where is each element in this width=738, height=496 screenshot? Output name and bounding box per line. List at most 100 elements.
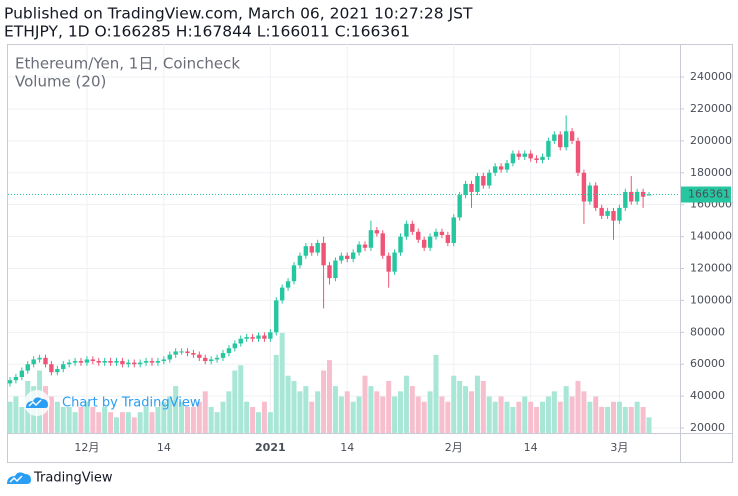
published-line: Published on TradingView.com, March 06, … [4, 5, 473, 23]
volume-bar [409, 386, 415, 433]
chart-title: Ethereum/Yen, 1日, Coincheck [15, 55, 240, 73]
watermark-line [28, 399, 42, 407]
candle-body [487, 172, 492, 186]
volume-bar [96, 412, 102, 433]
volume-bar [338, 396, 344, 433]
volume-bar [646, 417, 652, 433]
candle-body [463, 183, 468, 196]
candle-body [250, 337, 255, 339]
volume-bar [516, 401, 522, 433]
volume-bar [214, 412, 220, 433]
candle-body [540, 156, 545, 160]
volume-bar [557, 401, 563, 433]
x-tick-label: 12月 [74, 441, 99, 454]
volume-bar [569, 396, 575, 433]
candle-body [126, 362, 131, 365]
candle-body [599, 207, 604, 216]
volume-bar [13, 396, 19, 433]
candle-body [398, 236, 403, 253]
volume-bar [374, 391, 380, 433]
candle-layer [7, 115, 652, 387]
candle-body [262, 335, 267, 339]
volume-bar [238, 365, 244, 433]
volume-bar [528, 401, 534, 433]
volume-bar [297, 391, 303, 433]
y-tick-label: 20000 [690, 421, 725, 434]
candle-body [315, 242, 320, 253]
candle-body [244, 337, 249, 339]
y-tick-label: 120000 [690, 261, 732, 274]
candle-body [226, 348, 232, 354]
volume-bar [309, 401, 315, 433]
watermark-cloud [26, 397, 48, 408]
candle-body [279, 287, 285, 301]
volume-bar [48, 396, 54, 433]
candle-body [451, 217, 456, 243]
candle-body [55, 369, 60, 373]
candle-body [392, 252, 397, 272]
candle-body [528, 153, 533, 159]
volume-bar [492, 401, 498, 433]
volume-bar [332, 386, 338, 433]
volume-bar [380, 396, 386, 433]
candle-body [587, 185, 593, 202]
volume-bar [273, 354, 279, 433]
volume-bar [605, 406, 611, 433]
candle-body [558, 134, 563, 148]
volume-bar [173, 386, 179, 433]
candle-body [457, 195, 462, 218]
y-tick-label: 140000 [690, 230, 732, 243]
logo-line [9, 475, 23, 483]
volume-bar [19, 406, 25, 433]
volume-bar [78, 406, 84, 433]
volume-bar [362, 375, 368, 433]
volume-bar [119, 412, 125, 433]
candle-body [546, 140, 551, 157]
volume-bar [575, 380, 581, 433]
candle-body [333, 260, 338, 279]
volume-bar [108, 412, 114, 433]
volume-bar [155, 406, 161, 433]
candle-body [309, 246, 314, 253]
candle-body [469, 183, 474, 192]
volume-bar [167, 396, 173, 433]
candle-body [386, 255, 391, 272]
volume-bar [427, 391, 433, 433]
candle-body [96, 361, 101, 363]
volume-bar [445, 401, 451, 433]
volume-bar [226, 391, 232, 433]
volume-bar [581, 391, 587, 433]
volume-bar [72, 412, 78, 433]
volume-layer [7, 333, 652, 433]
candle-body [433, 231, 439, 237]
candle-body [25, 364, 30, 371]
candle-body [552, 134, 557, 141]
x-tick-label: 2021 [255, 441, 286, 454]
candle-body [339, 255, 344, 261]
candle-body [102, 361, 107, 363]
y-tick-label: 100000 [690, 293, 732, 306]
candle-body [321, 242, 326, 266]
volume-bar [114, 417, 119, 433]
volume-bar [285, 375, 291, 433]
candle-body [374, 230, 380, 234]
candle-body [191, 353, 196, 355]
volume-bar [232, 370, 238, 433]
y-tick-label: 240000 [690, 70, 732, 83]
candle-body [13, 376, 19, 381]
y-tick-label: 220000 [690, 102, 732, 115]
volume-bar [315, 391, 321, 433]
candle-body [19, 370, 25, 377]
candle-body [132, 362, 137, 365]
y-tick-label: 180000 [690, 166, 732, 179]
volume-bar [196, 401, 202, 433]
volume-bar [256, 412, 261, 433]
logo-text: TradingView [33, 471, 113, 486]
candle-body [563, 131, 569, 148]
volume-bar [504, 401, 510, 433]
candle-body [285, 281, 291, 288]
volume-bar [149, 412, 155, 433]
candle-body [368, 230, 374, 248]
candle-body [214, 357, 220, 360]
candle-body [481, 175, 486, 186]
